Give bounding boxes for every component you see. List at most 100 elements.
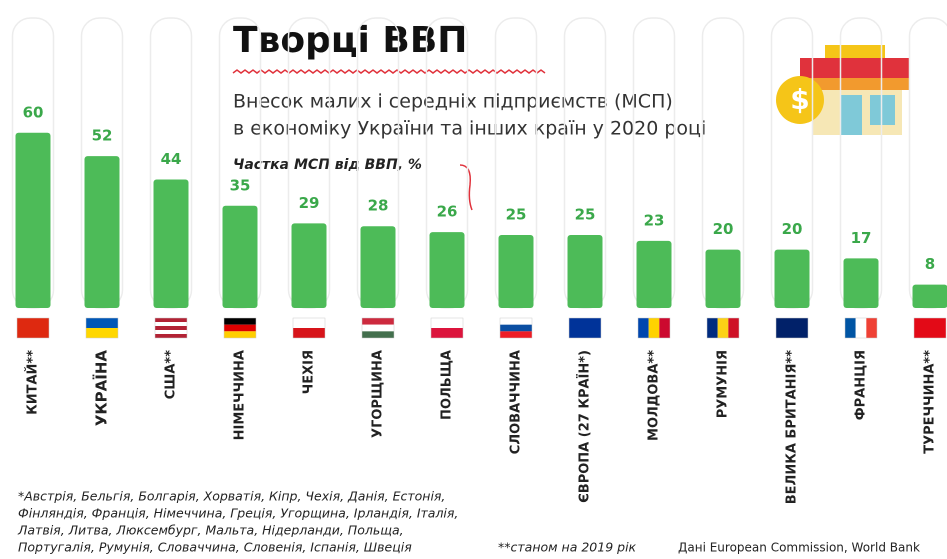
flag-part bbox=[224, 331, 256, 338]
category-label: ЧЕХІЯ bbox=[302, 350, 317, 394]
bar bbox=[85, 156, 120, 308]
bar bbox=[568, 235, 603, 308]
value-label: 8 bbox=[925, 255, 935, 273]
bar bbox=[361, 226, 396, 308]
value-label: 28 bbox=[368, 197, 389, 215]
flag-part bbox=[707, 318, 718, 338]
footnote: Португалія, Румунія, Словаччина, Словені… bbox=[18, 540, 412, 555]
flag-part bbox=[17, 318, 49, 338]
flag-part bbox=[659, 318, 670, 338]
flag-part bbox=[155, 326, 187, 330]
flag-part bbox=[431, 318, 463, 328]
flag-part bbox=[155, 318, 187, 322]
subtitle: в економіку України та інших країн у 202… bbox=[233, 118, 706, 140]
value-label: 52 bbox=[92, 127, 113, 145]
flag-part bbox=[856, 318, 867, 338]
category-label: РУМУНІЯ bbox=[716, 350, 731, 418]
flag-part bbox=[155, 334, 187, 338]
bar bbox=[499, 235, 534, 308]
flag bbox=[293, 318, 325, 338]
flag-part bbox=[86, 318, 118, 328]
bar bbox=[844, 258, 879, 308]
flag-part bbox=[224, 318, 256, 325]
footnote: Фінляндія, Франція, Німеччина, Греція, У… bbox=[18, 506, 458, 521]
bar bbox=[706, 250, 741, 308]
category-label: ЄВРОПА (27 КРАЇН*) bbox=[577, 350, 593, 503]
chart-title: Творці ВВП bbox=[233, 20, 467, 61]
flag-part bbox=[649, 318, 660, 338]
subtitle: Внесок малих і середніх підприємств (МСП… bbox=[233, 91, 673, 113]
chart: Творці ВВП Внесок малих і середніх підпр… bbox=[0, 0, 947, 559]
flag bbox=[362, 318, 394, 338]
value-label: 25 bbox=[575, 206, 596, 224]
value-label: 44 bbox=[161, 150, 182, 168]
flag-part bbox=[569, 318, 601, 338]
flag-part bbox=[500, 318, 532, 325]
category-label: СЛОВАЧЧИНА bbox=[509, 350, 524, 454]
shop-icon: $ bbox=[776, 45, 910, 135]
axis-label: Частка МСП від ВВП, % bbox=[233, 157, 422, 173]
pointer bbox=[460, 165, 472, 210]
flag bbox=[224, 318, 256, 338]
flag-part bbox=[86, 328, 118, 338]
category-label: ПОЛЬЩА bbox=[440, 350, 455, 420]
value-label: 17 bbox=[851, 229, 872, 247]
category-label: УКРАЇНА bbox=[92, 350, 111, 427]
flag-part bbox=[224, 325, 256, 332]
flag bbox=[569, 318, 601, 338]
flag bbox=[707, 318, 739, 338]
bar bbox=[775, 250, 810, 308]
flag bbox=[86, 318, 118, 338]
value-label: 35 bbox=[230, 176, 251, 194]
bar bbox=[223, 206, 258, 308]
category-label: ВЕЛИКА БРИТАНІЯ** bbox=[785, 350, 800, 504]
bar bbox=[913, 285, 947, 308]
flag bbox=[776, 318, 808, 338]
flag-part bbox=[155, 330, 187, 334]
bar bbox=[292, 223, 327, 308]
flag-part bbox=[728, 318, 739, 338]
svg-text:$: $ bbox=[790, 83, 809, 116]
value-label: 23 bbox=[644, 211, 665, 229]
bar bbox=[430, 232, 465, 308]
footnote: Латвія, Литва, Люксембург, Мальта, Нідер… bbox=[17, 523, 404, 538]
flag-part bbox=[362, 331, 394, 338]
flag-part bbox=[362, 325, 394, 332]
flag-part bbox=[155, 322, 187, 326]
category-label: НІМЕЧЧИНА bbox=[233, 350, 248, 440]
value-label: 25 bbox=[506, 206, 527, 224]
flag-part bbox=[776, 318, 808, 338]
source: Дані European Commission, World Bank bbox=[678, 541, 920, 555]
flag-part bbox=[362, 318, 394, 325]
category-label: МОЛДОВА** bbox=[647, 350, 662, 441]
category-label: США** bbox=[164, 350, 179, 399]
flag-part bbox=[914, 318, 946, 338]
category-label: ТУРЕЧЧИНА** bbox=[923, 350, 938, 454]
value-label: 20 bbox=[782, 220, 803, 238]
bar bbox=[154, 180, 189, 308]
flag bbox=[17, 318, 49, 338]
flag bbox=[845, 318, 877, 338]
flag-part bbox=[638, 318, 649, 338]
category-label: ФРАНЦІЯ bbox=[854, 350, 869, 420]
flag-part bbox=[293, 328, 325, 338]
flag-part bbox=[866, 318, 877, 338]
value-label: 29 bbox=[299, 194, 320, 212]
footnote: *Австрія, Бельгія, Болгарія, Хорватія, К… bbox=[18, 489, 445, 504]
flag-part bbox=[500, 325, 532, 332]
category-label: УГОРЩИНА bbox=[371, 350, 386, 438]
flag bbox=[500, 318, 532, 338]
flag-part bbox=[431, 328, 463, 338]
flag bbox=[914, 318, 946, 338]
flag bbox=[638, 318, 670, 338]
flag bbox=[155, 318, 187, 338]
flag-part bbox=[845, 318, 856, 338]
bar bbox=[16, 133, 51, 308]
value-label: 60 bbox=[23, 103, 44, 121]
flag-part bbox=[718, 318, 729, 338]
flag-part bbox=[500, 331, 532, 338]
flag bbox=[431, 318, 463, 338]
note: **станом на 2019 рік bbox=[498, 540, 637, 555]
category-label: КИТАЙ** bbox=[25, 350, 41, 415]
value-label: 26 bbox=[437, 203, 458, 221]
